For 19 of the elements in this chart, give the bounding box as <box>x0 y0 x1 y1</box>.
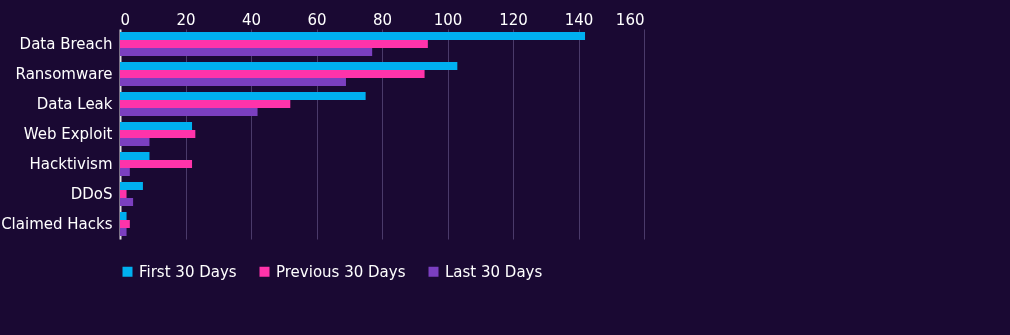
y-tick-label: Hacktivism <box>29 155 113 173</box>
x-tick-label: 100 <box>433 10 463 29</box>
x-tick-label: 40 <box>241 10 262 29</box>
y-tick-label: Claimed Hacks <box>1 215 113 233</box>
y-tick-label: DDoS <box>70 185 113 203</box>
x-tick-label: 0 <box>120 10 131 29</box>
x-tick-label: 80 <box>372 10 393 29</box>
x-tick-label: 20 <box>176 10 196 29</box>
y-tick-label: Data Leak <box>36 95 113 113</box>
legend-label: Previous 30 Days <box>276 262 406 281</box>
x-tick-label: 60 <box>307 10 327 29</box>
y-tick-label: Data Breach <box>19 35 113 53</box>
legend-label: First 30 Days <box>139 262 237 281</box>
x-tick-label: 160 <box>615 10 645 29</box>
x-tick-label: 120 <box>499 10 528 29</box>
y-tick-label: Ransomware <box>15 65 113 83</box>
x-tick-label: 140 <box>564 10 594 29</box>
y-tick-label: Web Exploit <box>23 125 113 143</box>
legend-label: Last 30 Days <box>445 262 543 281</box>
